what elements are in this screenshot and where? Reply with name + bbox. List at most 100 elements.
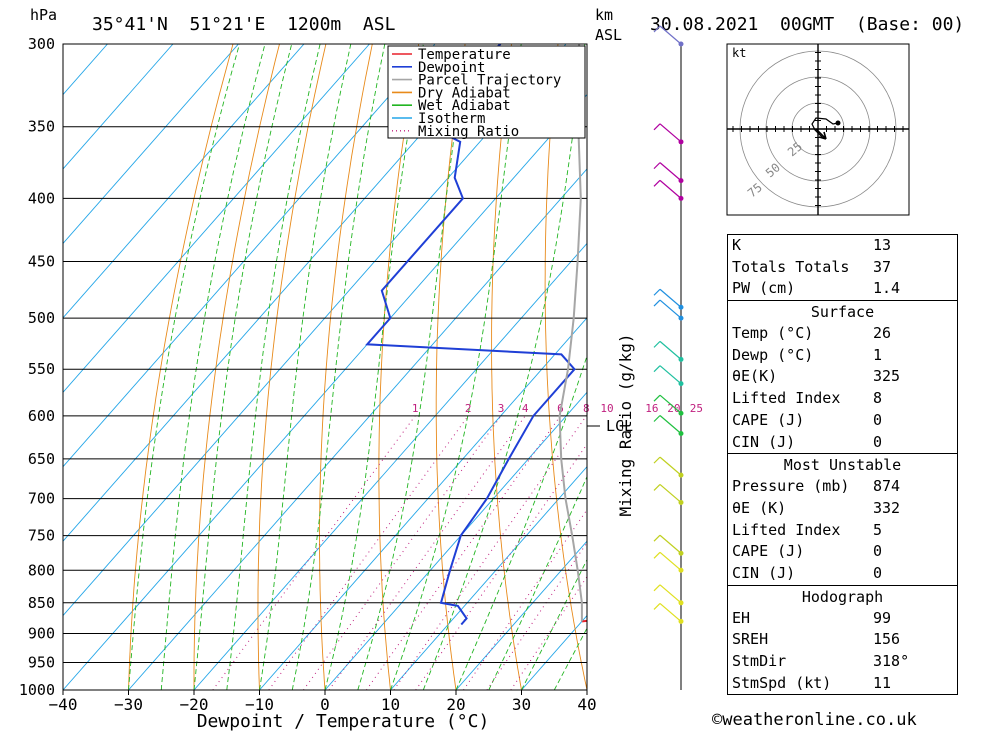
mixing-ratio-labels: 1 2 3 4 6 8 10 16 20 25	[412, 402, 703, 415]
stat-row: Lifted Index 5	[728, 520, 957, 542]
mixing-ratio-value-label: 20	[667, 402, 680, 415]
stat-label: Pressure (mb)	[732, 477, 850, 496]
stat-value: 99	[873, 608, 892, 627]
dry-adiabat-line	[257, 44, 327, 690]
wind-barb	[659, 534, 682, 554]
stat-row: Pressure (mb) 874	[728, 476, 957, 498]
stat-value: 332	[873, 498, 901, 517]
wind-barb-dot	[678, 431, 684, 437]
wet-adiabat-line	[291, 44, 386, 690]
stat-label: StmDir	[732, 652, 787, 670]
pressure-tick-label: 650	[28, 450, 55, 468]
storm-motion-arrow	[815, 128, 827, 140]
profile-lines	[365, 44, 587, 626]
mixing-ratio-line	[510, 575, 587, 690]
wind-barb-flag	[653, 415, 661, 422]
stat-value: 156	[873, 630, 901, 649]
x-tick-label: 10	[381, 695, 400, 714]
x-tick-label: 20	[446, 695, 465, 714]
wind-barb-flag	[653, 123, 661, 131]
isotherm-line	[128, 168, 587, 690]
pressure-tick-label: 1000	[19, 681, 55, 699]
dry-adiabat-line	[491, 44, 522, 690]
pressure-unit-label: hPa	[30, 6, 57, 24]
stat-label: CAPE (J)	[732, 542, 805, 561]
stat-row: CIN (J) 0	[728, 432, 957, 454]
wet-adiabat-line	[193, 44, 293, 690]
stat-value: 1.4	[873, 279, 901, 298]
isotherm-line	[259, 317, 587, 690]
wet-adiabat-line	[160, 44, 266, 690]
pressure-tick-label: 600	[28, 407, 55, 425]
stat-value: 0	[873, 410, 883, 429]
stat-label: θE(K)	[732, 367, 778, 386]
wind-barb-dot	[678, 550, 684, 556]
wind-barb-dot	[678, 499, 684, 505]
stat-value: 8	[873, 389, 883, 408]
wind-barb-column	[653, 25, 684, 690]
wind-barb-dot	[678, 381, 684, 387]
dry-adiabat-line	[128, 44, 234, 690]
section-title: Most Unstable	[783, 456, 902, 475]
hodograph: kt 25 50 75	[726, 43, 910, 216]
stat-value: 11	[873, 673, 892, 692]
mixing-ratio-line	[393, 415, 587, 690]
hodograph-section: Hodograph EH 99 SREH 156 StmDir 318° StmSpd…	[728, 584, 957, 695]
stat-row-pw: PW (cm) 1.4	[728, 278, 957, 300]
wind-barb-dot	[678, 600, 684, 606]
stat-row: StmDir 318°	[728, 651, 957, 673]
x-tick-label: −20	[180, 695, 209, 714]
isotherm-line	[63, 44, 305, 319]
wind-barb	[659, 365, 682, 385]
wind-barb-dot	[678, 304, 684, 310]
mixing-ratio-value-label: 3	[498, 402, 505, 415]
wind-barb	[659, 456, 682, 476]
dry-adiabat-line	[976, 44, 1000, 690]
stat-row: θE(K) 325	[728, 366, 957, 388]
stat-row: EH 99	[728, 608, 957, 630]
wind-barb-flag	[653, 484, 661, 491]
wind-barb	[659, 162, 682, 182]
mixing-ratio-value-label: 16	[645, 402, 658, 415]
x-tick-label: 30	[512, 695, 531, 714]
stat-label: CIN (J)	[732, 432, 796, 451]
pressure-tick-label: 300	[28, 35, 55, 53]
wind-barb-flag	[653, 179, 661, 187]
copyright-text[interactable]: ©weatheronline.co.uk	[712, 710, 917, 730]
stat-label: Lifted Index	[732, 389, 841, 408]
stat-row-totals-totals: Totals Totals 37	[728, 257, 957, 279]
wind-barb-dot	[678, 356, 684, 362]
wind-barb-dot	[678, 178, 684, 184]
isotherm-line	[324, 391, 587, 690]
legend-label: Parcel Trajectory	[418, 73, 561, 89]
wet-adiabat-line	[422, 44, 586, 690]
x-axis: −40 −30 −20 −10 0 10 20 30 40	[49, 690, 597, 714]
section-title: Surface	[810, 303, 875, 322]
isotherm-line	[455, 540, 587, 690]
pressure-tick-label: 400	[28, 189, 55, 207]
wind-barb-flag	[653, 456, 661, 464]
wind-barb	[659, 179, 682, 199]
legend-label: Temperature	[418, 47, 511, 63]
wind-barb	[659, 551, 682, 571]
stat-label: StmSpd (kt)	[732, 673, 832, 692]
wet-adiabat-line	[128, 44, 240, 690]
stat-value: 1	[873, 345, 883, 364]
pressure-tick-label: 550	[28, 360, 55, 378]
wind-barb-flag	[653, 602, 661, 610]
stat-label: θE (K)	[732, 498, 787, 517]
stat-row: StmSpd (kt) 11	[728, 673, 957, 695]
pressure-tick-label: 850	[28, 594, 55, 612]
wind-barb	[659, 394, 682, 414]
mixing-ratio-axis-label: Mixing Ratio (g/kg)	[616, 333, 635, 516]
wind-barb	[659, 25, 682, 45]
stat-label: EH	[732, 608, 751, 627]
wind-barb	[659, 415, 682, 434]
hodograph-unit: kt	[732, 46, 746, 60]
hodograph-end-point	[835, 120, 841, 126]
wind-barb-dot	[678, 195, 684, 201]
mixing-ratio-value-label: 10	[600, 402, 613, 415]
wind-barb	[659, 123, 682, 143]
x-tick-label: −40	[49, 695, 78, 714]
